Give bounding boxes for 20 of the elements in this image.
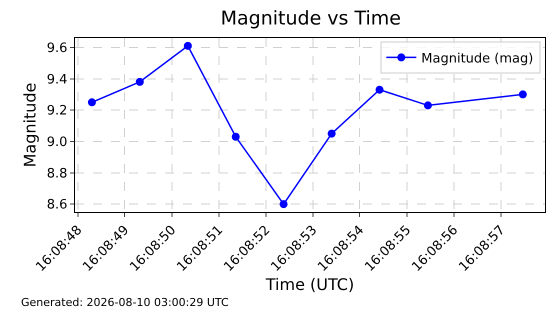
y-tick-label: 9.6 [46,40,68,56]
point [280,200,288,208]
chart-title: Magnitude vs Time [220,7,401,30]
text: Generated: 2026-08-10 03:00:29 UTC [21,296,230,309]
legend-label: Magnitude (mag) [421,52,534,66]
point [232,132,240,141]
point [88,98,96,106]
point [184,42,192,50]
point [424,101,432,110]
point [518,90,527,98]
point [328,130,336,138]
y-tick-label: 8.6 [46,198,68,213]
point [376,86,384,94]
point [136,78,144,86]
y-tick-label: 9.0 [46,135,68,150]
y-tick-label: 8.8 [46,166,68,182]
y-axis-title: Magnitude [20,82,40,168]
x-axis-title: Time (UTC) [264,274,354,294]
y-tick-label: 9.4 [46,72,68,88]
y-tick-label: 9.2 [46,104,68,119]
